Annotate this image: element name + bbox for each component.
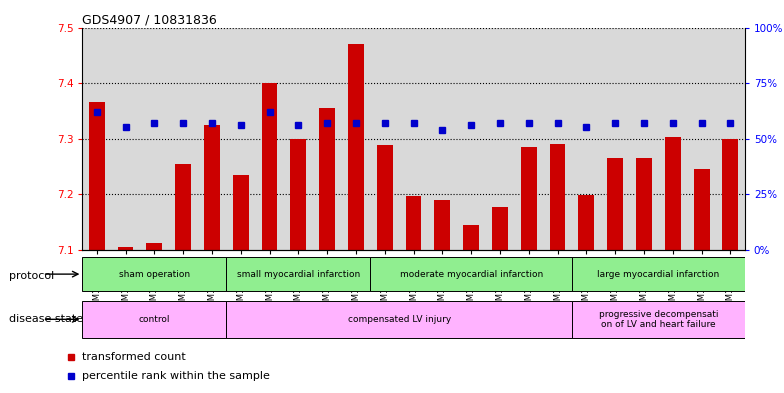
Bar bbox=[521, 147, 537, 250]
Bar bbox=[572, 301, 745, 338]
Bar bbox=[659, 28, 688, 250]
Text: small myocardial infarction: small myocardial infarction bbox=[237, 270, 360, 279]
Bar bbox=[665, 138, 681, 250]
Bar bbox=[348, 44, 364, 250]
Bar bbox=[82, 257, 227, 291]
Bar bbox=[485, 28, 514, 250]
Bar bbox=[723, 138, 739, 250]
Bar bbox=[227, 28, 255, 250]
Text: progressive decompensati
on of LV and heart failure: progressive decompensati on of LV and he… bbox=[599, 310, 718, 329]
Bar bbox=[399, 28, 428, 250]
Bar bbox=[290, 138, 307, 250]
Bar bbox=[227, 301, 572, 338]
Bar bbox=[492, 208, 508, 250]
Bar bbox=[118, 247, 133, 250]
Bar bbox=[147, 243, 162, 250]
Bar bbox=[313, 28, 342, 250]
Bar bbox=[370, 257, 572, 291]
Text: sham operation: sham operation bbox=[118, 270, 190, 279]
Bar bbox=[89, 103, 104, 250]
Bar bbox=[572, 28, 601, 250]
Bar bbox=[82, 301, 227, 338]
Bar bbox=[342, 28, 370, 250]
Bar bbox=[233, 174, 249, 250]
Bar bbox=[111, 28, 140, 250]
Bar bbox=[140, 28, 169, 250]
Bar bbox=[514, 28, 543, 250]
Bar bbox=[688, 28, 716, 250]
Bar bbox=[463, 224, 479, 250]
Bar bbox=[198, 28, 227, 250]
Bar bbox=[636, 158, 652, 250]
Bar bbox=[550, 144, 565, 250]
Bar bbox=[694, 169, 710, 250]
Text: protocol: protocol bbox=[9, 271, 55, 281]
Bar bbox=[543, 28, 572, 250]
Text: moderate myocardial infarction: moderate myocardial infarction bbox=[400, 270, 543, 279]
Text: compensated LV injury: compensated LV injury bbox=[347, 315, 451, 324]
Bar bbox=[377, 145, 393, 250]
Bar bbox=[716, 28, 745, 250]
Bar bbox=[175, 163, 191, 250]
Text: percentile rank within the sample: percentile rank within the sample bbox=[82, 371, 270, 382]
Text: control: control bbox=[139, 315, 170, 324]
Bar bbox=[405, 196, 422, 250]
Bar bbox=[370, 28, 399, 250]
Bar bbox=[457, 28, 485, 250]
Bar bbox=[284, 28, 313, 250]
Bar bbox=[579, 195, 594, 250]
Bar bbox=[319, 108, 335, 250]
Bar bbox=[428, 28, 457, 250]
Bar bbox=[82, 28, 111, 250]
Bar bbox=[204, 125, 220, 250]
Bar bbox=[262, 83, 278, 250]
Bar bbox=[601, 28, 630, 250]
Text: GDS4907 / 10831836: GDS4907 / 10831836 bbox=[82, 13, 217, 26]
Text: large myocardial infarction: large myocardial infarction bbox=[597, 270, 720, 279]
Bar bbox=[255, 28, 284, 250]
Text: disease state: disease state bbox=[9, 314, 84, 324]
Text: transformed count: transformed count bbox=[82, 352, 186, 362]
Bar bbox=[434, 200, 450, 250]
Bar bbox=[630, 28, 659, 250]
Bar bbox=[169, 28, 198, 250]
Bar bbox=[227, 257, 370, 291]
Bar bbox=[572, 257, 745, 291]
Bar bbox=[608, 158, 623, 250]
